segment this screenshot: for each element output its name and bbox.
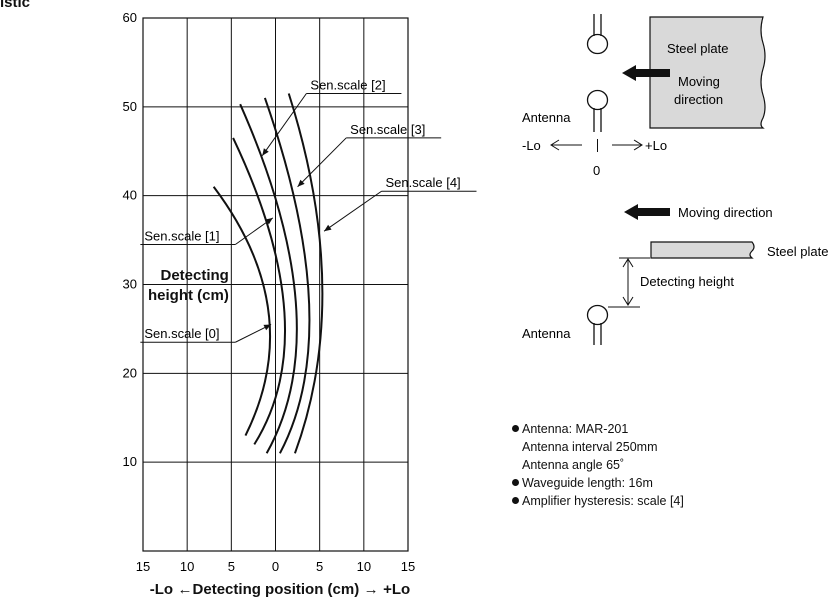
top-antenna-lower-icon: [586, 89, 609, 132]
chart-annotations: Sen.scale [0] Sen.scale [1] Sen.scale [2] S…: [140, 78, 477, 343]
annotation-leader: [323, 190, 382, 232]
annotation-arrowhead: [265, 217, 273, 225]
curve-sen-scale-4: [287, 93, 324, 454]
annotation-arrowhead: [297, 179, 305, 187]
minus-lo-label: -Lo: [522, 138, 541, 153]
annotation-sen-scale-0: Sen.scale [0]: [140, 324, 272, 343]
note-antenna-model: Antenna: MAR-201: [512, 420, 684, 438]
x-tick-label: 15: [136, 559, 150, 574]
y-axis-label: Detecting height (cm): [148, 266, 229, 306]
bottom-moving-label: Moving direction: [678, 205, 773, 220]
annotation-sen-scale-2: Sen.scale [2]: [261, 78, 402, 156]
annotation-sen-scale-3: Sen.scale [3]: [297, 122, 442, 188]
y-tick-label: 10: [123, 454, 137, 469]
top-moving-arrow: [622, 65, 670, 81]
x-axis-label-minus-lo: -Lo: [149, 581, 174, 598]
x-tick-label: 0: [272, 559, 279, 574]
y-tick-label: 20: [123, 365, 137, 380]
y-axis-label-line-1: Detecting: [160, 267, 229, 284]
top-steel-plate-label: Steel plate: [667, 41, 728, 56]
bullet-icon: [512, 425, 519, 432]
y-tick-label: 60: [123, 10, 137, 25]
annotation-sen-scale-4: Sen.scale [4]: [323, 175, 477, 232]
x-axis-label-plus-lo: +Lo: [383, 581, 411, 598]
annotation-arrowhead: [324, 224, 332, 232]
y-tick-label: 40: [123, 188, 137, 203]
zero-label: 0: [593, 163, 600, 178]
x-tick-label: 10: [180, 559, 194, 574]
annotation-label: Sen.scale [1]: [144, 229, 219, 244]
x-axis-label-text: Detecting position (cm): [192, 581, 360, 598]
annotation-leader: [261, 93, 307, 156]
note-amplifier-hysteresis: Amplifier hysteresis: scale [4]: [512, 492, 684, 510]
chart-curves: [212, 93, 324, 454]
minus-lo-arrow: [550, 139, 582, 151]
detecting-height-dimension: [608, 257, 650, 308]
annotation-leader: [297, 137, 347, 188]
x-axis-label: -Lo ←Detecting position (cm) → +Lo: [0, 581, 560, 599]
note-waveguide-length: Waveguide length: 16m: [512, 474, 684, 492]
top-steel-plate-shape: [649, 16, 766, 129]
x-axis-label-left-arrow: ←: [177, 581, 193, 598]
y-tick-label: 50: [123, 99, 137, 114]
note-antenna-angle: Antenna angle 65˚: [522, 458, 625, 472]
annotation-arrowhead: [262, 148, 269, 156]
bullet-icon: [512, 479, 519, 486]
annotation-label: Sen.scale [3]: [350, 122, 425, 137]
bottom-antenna-icon: [586, 304, 609, 345]
spec-notes: Antenna: MAR-201 Antenna interval 250mm …: [512, 420, 684, 510]
top-moving-label-line-2: direction: [674, 92, 723, 107]
top-antenna-upper-icon: [586, 14, 609, 55]
bottom-moving-arrow: [624, 204, 670, 220]
annotation-label: Sen.scale [2]: [310, 78, 385, 93]
annotation-label: Sen.scale [4]: [386, 175, 461, 190]
bottom-steel-plate-shape: [650, 241, 755, 259]
y-tick-label: 30: [123, 277, 137, 292]
curve-sen-scale-2: [239, 103, 298, 454]
plus-lo-label: +Lo: [645, 138, 667, 153]
x-axis-label-right-arrow: →: [363, 581, 379, 598]
annotation-arrowhead: [263, 324, 272, 331]
bottom-antenna-label: Antenna: [522, 326, 571, 341]
curve-sen-scale-3: [263, 97, 311, 454]
x-tick-label: 15: [401, 559, 415, 574]
corner-title: istic: [0, 0, 31, 11]
x-tick-label: 5: [316, 559, 323, 574]
x-tick-label: 10: [357, 559, 371, 574]
annotation-leader: [235, 217, 274, 245]
bullet-icon: [512, 497, 519, 504]
x-tick-label: 5: [228, 559, 235, 574]
annotation-label: Sen.scale [0]: [144, 326, 219, 341]
y-axis-label-line-2: height (cm): [148, 287, 229, 304]
curve-sen-scale-0: [212, 186, 272, 436]
plus-lo-arrow: [612, 139, 643, 151]
detecting-height-label: Detecting height: [640, 274, 734, 289]
annotation-sen-scale-1: Sen.scale [1]: [140, 217, 274, 246]
curve-sen-scale-1: [232, 137, 286, 445]
top-antenna-label: Antenna: [522, 110, 571, 125]
top-moving-label-line-1: Moving: [678, 74, 720, 89]
bottom-steel-plate-label: Steel plate: [767, 244, 828, 259]
note-antenna-interval: Antenna interval 250mm: [522, 440, 658, 454]
